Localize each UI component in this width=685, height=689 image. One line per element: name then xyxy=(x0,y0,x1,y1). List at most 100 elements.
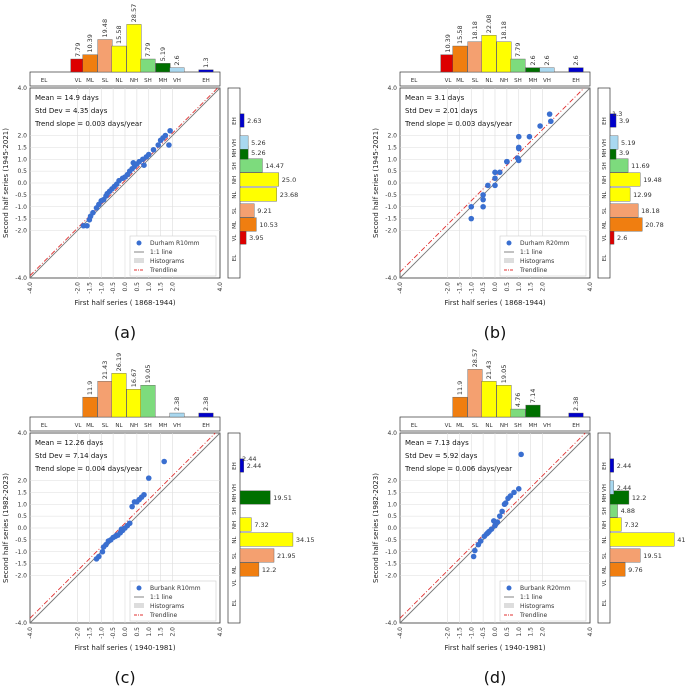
scatter-point xyxy=(141,162,147,168)
top-hist-bar-sh xyxy=(140,385,156,418)
right-cat-label-nh: NH xyxy=(232,521,238,529)
y-tick-label: -2.0 xyxy=(15,573,27,580)
y-tick-label: 0.0 xyxy=(17,180,27,187)
legend-box xyxy=(129,580,217,622)
top-hist-bar-sl xyxy=(97,39,113,73)
scatter-point xyxy=(515,486,522,492)
right-hist-bar-nl xyxy=(239,532,294,547)
legend-trend-label: Trendline xyxy=(519,612,548,619)
legend-1to1-label: 1:1 line xyxy=(150,249,173,256)
right-hist-bar-sl xyxy=(239,203,255,218)
stat-line: Std Dev = 2.01 days xyxy=(405,107,478,115)
right-cat-label-el: EL xyxy=(602,254,608,261)
right-hist-label: 34.15 xyxy=(296,536,315,544)
x-axis-label: First half series ( 1940-1981) xyxy=(444,644,545,652)
right-hist-label: 2.63 xyxy=(247,117,261,125)
right-cat-label-mh: MH xyxy=(232,149,238,158)
legend-hist-swatch xyxy=(134,258,144,263)
right-cat-label-sl: SL xyxy=(232,207,238,214)
stat-line: Std Dev = 4.35 days xyxy=(35,107,108,115)
right-cat-label-nh: NH xyxy=(602,521,608,529)
legend-1to1-label: 1:1 line xyxy=(520,594,543,601)
right-hist-label: 20.78 xyxy=(645,221,664,229)
right-hist-label: 9.76 xyxy=(628,566,642,574)
top-cat-label-ml: ML xyxy=(86,78,95,84)
legend-hist-label: Histograms xyxy=(150,258,184,265)
legend-trend-label: Trendline xyxy=(519,267,548,274)
x-tick-label: -0.5 xyxy=(480,627,487,639)
y-tick-label: -4.0 xyxy=(15,275,27,282)
right-hist-label: 4.88 xyxy=(621,507,635,515)
right-hist-bar-vh xyxy=(609,480,614,495)
x-tick-label: 4.0 xyxy=(587,282,594,292)
top-hist-label: 21.43 xyxy=(101,361,109,380)
top-hist-bar-nh xyxy=(126,389,142,418)
y-tick-label: 0.0 xyxy=(387,525,397,532)
x-tick-label: 0.0 xyxy=(122,282,129,292)
right-hist-bar-ml xyxy=(239,217,257,232)
top-category-strip xyxy=(399,71,591,87)
y-tick-label: 2.0 xyxy=(17,133,27,140)
right-hist-bar-nl xyxy=(609,532,675,547)
legend-box xyxy=(129,235,217,277)
scatter-point xyxy=(480,192,486,198)
x-tick-label: 4.0 xyxy=(587,627,594,637)
legend-1to1-label: 1:1 line xyxy=(520,249,543,256)
x-tick-label: -1.5 xyxy=(86,282,93,294)
x-tick-label: 1.0 xyxy=(516,282,523,292)
x-axis-label: First half series ( 1868-1944) xyxy=(444,299,545,307)
top-hist-label: 5.19 xyxy=(159,47,167,61)
scatter-point xyxy=(492,175,498,182)
top-hist-bar-nl xyxy=(481,35,497,73)
top-cat-label-vh: VH xyxy=(543,423,551,429)
top-cat-label-el: EL xyxy=(411,423,418,429)
top-hist-label: 2.6 xyxy=(529,55,537,65)
top-hist-label: 10.39 xyxy=(444,34,452,53)
stat-line: Trend slope = 0.003 days/year xyxy=(404,120,512,128)
y-tick-label: 1.5 xyxy=(17,489,27,496)
y-tick-label: -4.0 xyxy=(15,620,27,627)
right-cat-label-vl: VL xyxy=(602,579,608,587)
scatter-point xyxy=(90,209,96,216)
top-cat-label-vh: VH xyxy=(173,423,181,429)
legend-hist-swatch xyxy=(504,258,514,263)
right-cat-label-nl: NL xyxy=(232,535,238,543)
top-cat-label-nl: NL xyxy=(485,423,493,429)
right-hist-bar-ml xyxy=(609,217,643,232)
top-hist-label: 2.38 xyxy=(202,397,210,411)
scatter-point xyxy=(511,489,517,496)
y-tick-label: -1.5 xyxy=(15,561,27,568)
scatter-point xyxy=(129,503,135,510)
stat-line: Trend slope = 0.003 days/year xyxy=(34,120,142,128)
right-hist-label: 11.69 xyxy=(631,162,650,170)
top-hist-label: 19.48 xyxy=(101,19,109,38)
right-cat-label-el: EL xyxy=(232,254,238,261)
y-tick-label: 1.0 xyxy=(17,501,27,508)
right-cat-label-ml: ML xyxy=(602,565,608,574)
trendline xyxy=(399,87,585,273)
right-hist-label: 12.99 xyxy=(633,191,652,199)
right-cat-label-sl: SL xyxy=(602,552,608,559)
top-hist-label: 2.6 xyxy=(543,55,551,65)
legend-points-label: Durham R10mm xyxy=(150,240,200,247)
right-cat-label-sh: SH xyxy=(232,162,238,170)
right-cat-label-eh: EH xyxy=(602,117,608,125)
scatter-point xyxy=(161,458,167,465)
x-tick-label: -1.0 xyxy=(468,282,475,294)
scatter-point xyxy=(145,475,152,481)
x-tick-label: -1.0 xyxy=(468,627,475,639)
right-hist-bar-sl xyxy=(239,548,275,563)
right-cat-label-sh: SH xyxy=(602,162,608,170)
stat-line: Mean = 7.13 days xyxy=(405,439,469,447)
scatter-point xyxy=(496,513,503,519)
x-tick-label: 1.5 xyxy=(158,627,165,637)
top-cat-label-vl: VL xyxy=(445,78,453,84)
right-hist-bar-mh xyxy=(609,490,630,505)
legend-box xyxy=(499,235,587,277)
right-cat-label-vh: VH xyxy=(232,139,238,147)
right-cat-label-ml: ML xyxy=(232,565,238,574)
scatter-point xyxy=(515,133,522,140)
top-hist-bar-sl xyxy=(97,381,113,418)
